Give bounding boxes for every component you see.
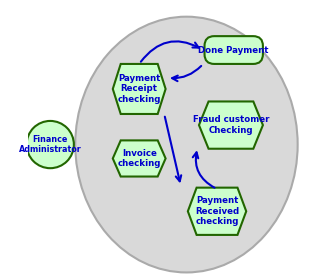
PathPatch shape bbox=[188, 188, 246, 235]
Text: Done Payment: Done Payment bbox=[198, 46, 269, 54]
Text: Fraud customer
Checking: Fraud customer Checking bbox=[193, 115, 269, 135]
Text: Payment
Received
checking: Payment Received checking bbox=[195, 196, 239, 226]
Text: Invoice
checking: Invoice checking bbox=[118, 149, 161, 168]
FancyBboxPatch shape bbox=[204, 36, 263, 64]
Ellipse shape bbox=[75, 17, 298, 272]
PathPatch shape bbox=[113, 140, 166, 177]
Text: Finance
Administrator: Finance Administrator bbox=[19, 135, 81, 154]
PathPatch shape bbox=[113, 64, 166, 114]
Text: Payment
Receipt
checking: Payment Receipt checking bbox=[118, 74, 161, 104]
PathPatch shape bbox=[199, 101, 263, 149]
Circle shape bbox=[27, 121, 74, 168]
